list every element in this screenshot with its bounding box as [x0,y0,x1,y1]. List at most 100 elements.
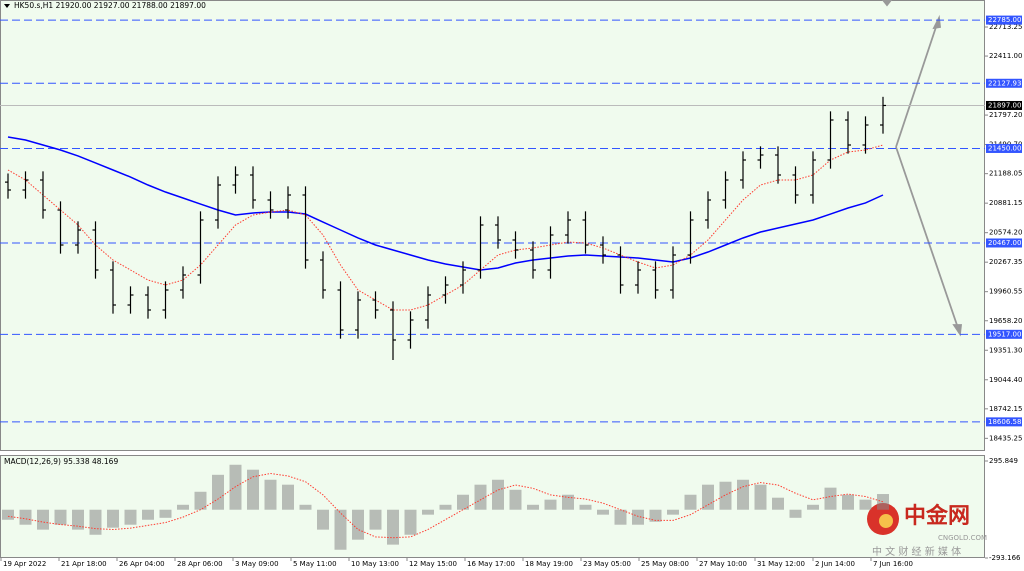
x-tick-label: 5 May 11:00 [293,560,337,568]
macd-bar [2,509,14,520]
macd-bar [352,509,364,540]
macd-bar [282,484,294,510]
level-label: 22127.93 [988,79,1021,87]
y-tick-label: 20574.20 [989,229,1022,237]
macd-bar [194,491,207,510]
x-tick-label: 21 Apr 18:00 [61,560,107,568]
menu-arrow[interactable] [4,4,10,8]
current-price-bg [986,100,1022,110]
logo-domain: CNGOLD.COM [938,534,987,542]
macd-bar [807,504,819,510]
macd-bar [702,484,714,510]
macd-bar [124,509,137,525]
macd-bar [789,509,802,518]
macd-bar [649,509,662,522]
y-tick-label: 19351.30 [989,346,1022,354]
y-tick-label: 21797.20 [989,111,1022,119]
macd-bar [492,479,504,510]
level-label-bg [986,417,1022,427]
macd-frame [0,455,985,558]
macd-bar [474,484,487,510]
main-frame [0,0,985,451]
x-tick-label: 23 May 05:00 [583,560,631,568]
y-tick-label: 19658.20 [989,317,1022,325]
macd-tick-label: -293.166 [989,554,1021,562]
macd-bar [54,509,67,525]
macd-title: MACD(12,26,9) 95.338 48.169 [4,457,118,466]
macd-bar [212,474,224,510]
x-tick-label: 27 May 10:00 [699,560,747,568]
macd-bar [177,504,189,510]
y-tick-label: 18435.25 [989,434,1022,442]
level-label: 22785.00 [988,16,1021,24]
x-tick-label: 3 May 09:00 [235,560,279,568]
arrow-down-head [952,324,963,337]
macd-bar [509,489,522,510]
x-tick-label: 18 May 19:00 [525,560,573,568]
level-label: 20467.00 [988,239,1021,247]
macd-bar [142,509,154,520]
macd-tick-label: 295.849 [989,457,1018,465]
main-plot-bg [0,0,985,451]
arrow-down [895,146,959,329]
y-tick-label: 21188.05 [989,170,1022,178]
macd-bar [597,509,609,515]
macd-bar [72,509,84,530]
macd-bar [877,494,889,510]
scroll-marker [881,0,893,7]
level-label: 21450.00 [988,144,1021,152]
x-tick-label: 10 May 13:00 [351,560,399,568]
arrow-up [895,23,938,148]
macd-bar [737,479,749,510]
x-tick-label: 16 May 17:00 [467,560,515,568]
macd-bar [562,494,574,510]
macd-bar [544,499,557,510]
x-tick-label: 7 Jun 16:00 [873,560,913,568]
macd-bar [859,499,872,510]
macd-bar [579,504,592,510]
level-label-bg [986,15,1022,25]
macd-bar [719,481,732,510]
y-tick-label: 18742.15 [989,405,1022,413]
macd-bar [107,509,119,528]
macd-bar [404,509,417,535]
ma-line [7,136,884,271]
watermark: 中金网 CNGOLD.COM 中 文 财 经 新 媒 体 [867,503,987,558]
macd-bar [824,487,837,510]
level-label-bg [986,238,1022,248]
macd-bar [89,509,102,535]
symbol-info: HK50.s,H1 21920.00 21927.00 21788.00 218… [14,1,206,10]
x-tick-label: 26 Apr 04:00 [119,560,165,568]
macd-bar [19,509,32,525]
level-label-bg [986,78,1022,88]
projection-arrows [881,0,963,337]
macd-signal [7,472,884,539]
logo-inner [879,514,893,528]
y-tick-label: 20267.35 [989,258,1022,266]
x-tick-label: 31 May 12:00 [757,560,805,568]
current-price-label: 21897.00 [988,101,1021,109]
macd-bar [317,509,329,530]
macd-bar [632,509,644,525]
macd-bar [439,504,452,510]
macd-bar [772,497,784,510]
macd-bar [334,509,347,550]
x-tick-label: 2 Jun 14:00 [815,560,855,568]
x-tick-label: 28 Apr 06:00 [177,560,223,568]
level-label-bg [986,329,1022,339]
y-tick-label: 22713.25 [989,23,1022,31]
y-tick-label: 20881.15 [989,199,1022,207]
macd-bar [159,509,172,518]
macd-bar [667,509,679,515]
y-tick-label: 19960.55 [989,288,1022,296]
x-tick-label: 12 May 15:00 [409,560,457,568]
macd-bar [387,509,399,545]
macd-bar [264,479,277,510]
logo-tagline: 中 文 财 经 新 媒 体 [872,545,961,558]
ma-line [7,144,884,311]
x-tick-label: 25 May 08:00 [641,560,689,568]
macd-bar [614,509,627,525]
level-label: 19517.00 [988,330,1021,338]
macd-bar [37,509,49,530]
